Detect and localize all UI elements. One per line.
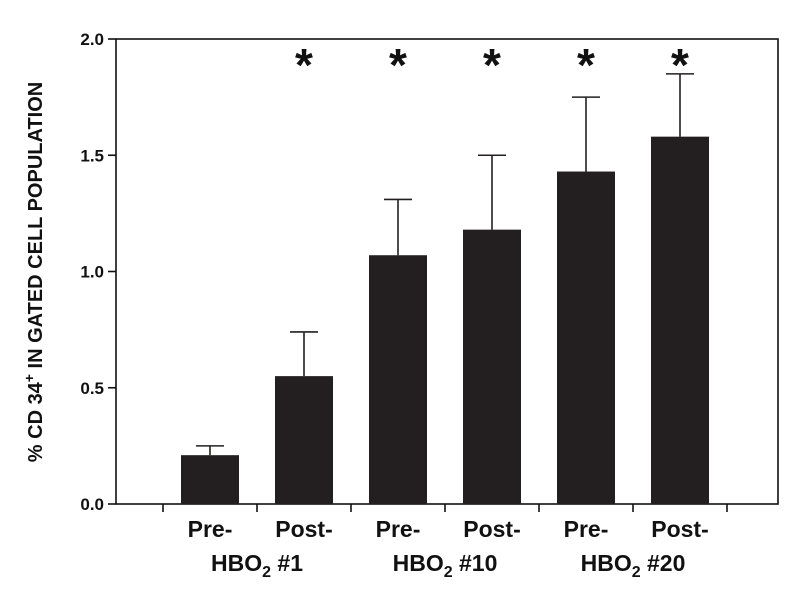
category-labels: Pre- Post- Pre- Post- Pre- Post- (188, 516, 709, 542)
category-label: Post- (463, 516, 521, 542)
category-label: Post- (275, 516, 333, 542)
significance-asterisk: * (671, 39, 689, 91)
y-tick-label: 1.0 (80, 263, 104, 282)
category-label: Pre- (188, 516, 233, 542)
category-label: Pre- (564, 516, 609, 542)
y-tick-label: 2.0 (80, 30, 104, 49)
y-tick-label: 1.5 (80, 146, 104, 165)
bar (275, 376, 333, 504)
y-axis-label: % CD 34+ IN GATED CELL POPULATION (21, 82, 47, 462)
y-tick-label: 0.0 (80, 495, 104, 514)
bar (463, 229, 521, 504)
category-label: Post- (651, 516, 709, 542)
significance-asterisk: * (483, 39, 501, 91)
group-label: HBO2 #10 (393, 550, 498, 581)
y-tick-label: 0.5 (80, 379, 104, 398)
bar (181, 455, 239, 504)
group-labels: HBO2 #1 HBO2 #10 HBO2 #20 (211, 550, 685, 581)
bar (369, 255, 427, 504)
y-axis-ticks: 0.0 0.5 1.0 1.5 2.0 (80, 30, 728, 514)
significance-asterisk: * (577, 39, 595, 91)
error-bars (196, 73, 694, 456)
group-label: HBO2 #1 (211, 550, 303, 581)
bar (557, 171, 615, 504)
category-label: Pre- (376, 516, 421, 542)
bar (651, 136, 709, 504)
significance-asterisk: * (389, 39, 407, 91)
significance-markers: * * * * * (295, 39, 689, 91)
bars (181, 136, 709, 504)
significance-asterisk: * (295, 39, 313, 91)
group-label: HBO2 #20 (581, 550, 686, 581)
